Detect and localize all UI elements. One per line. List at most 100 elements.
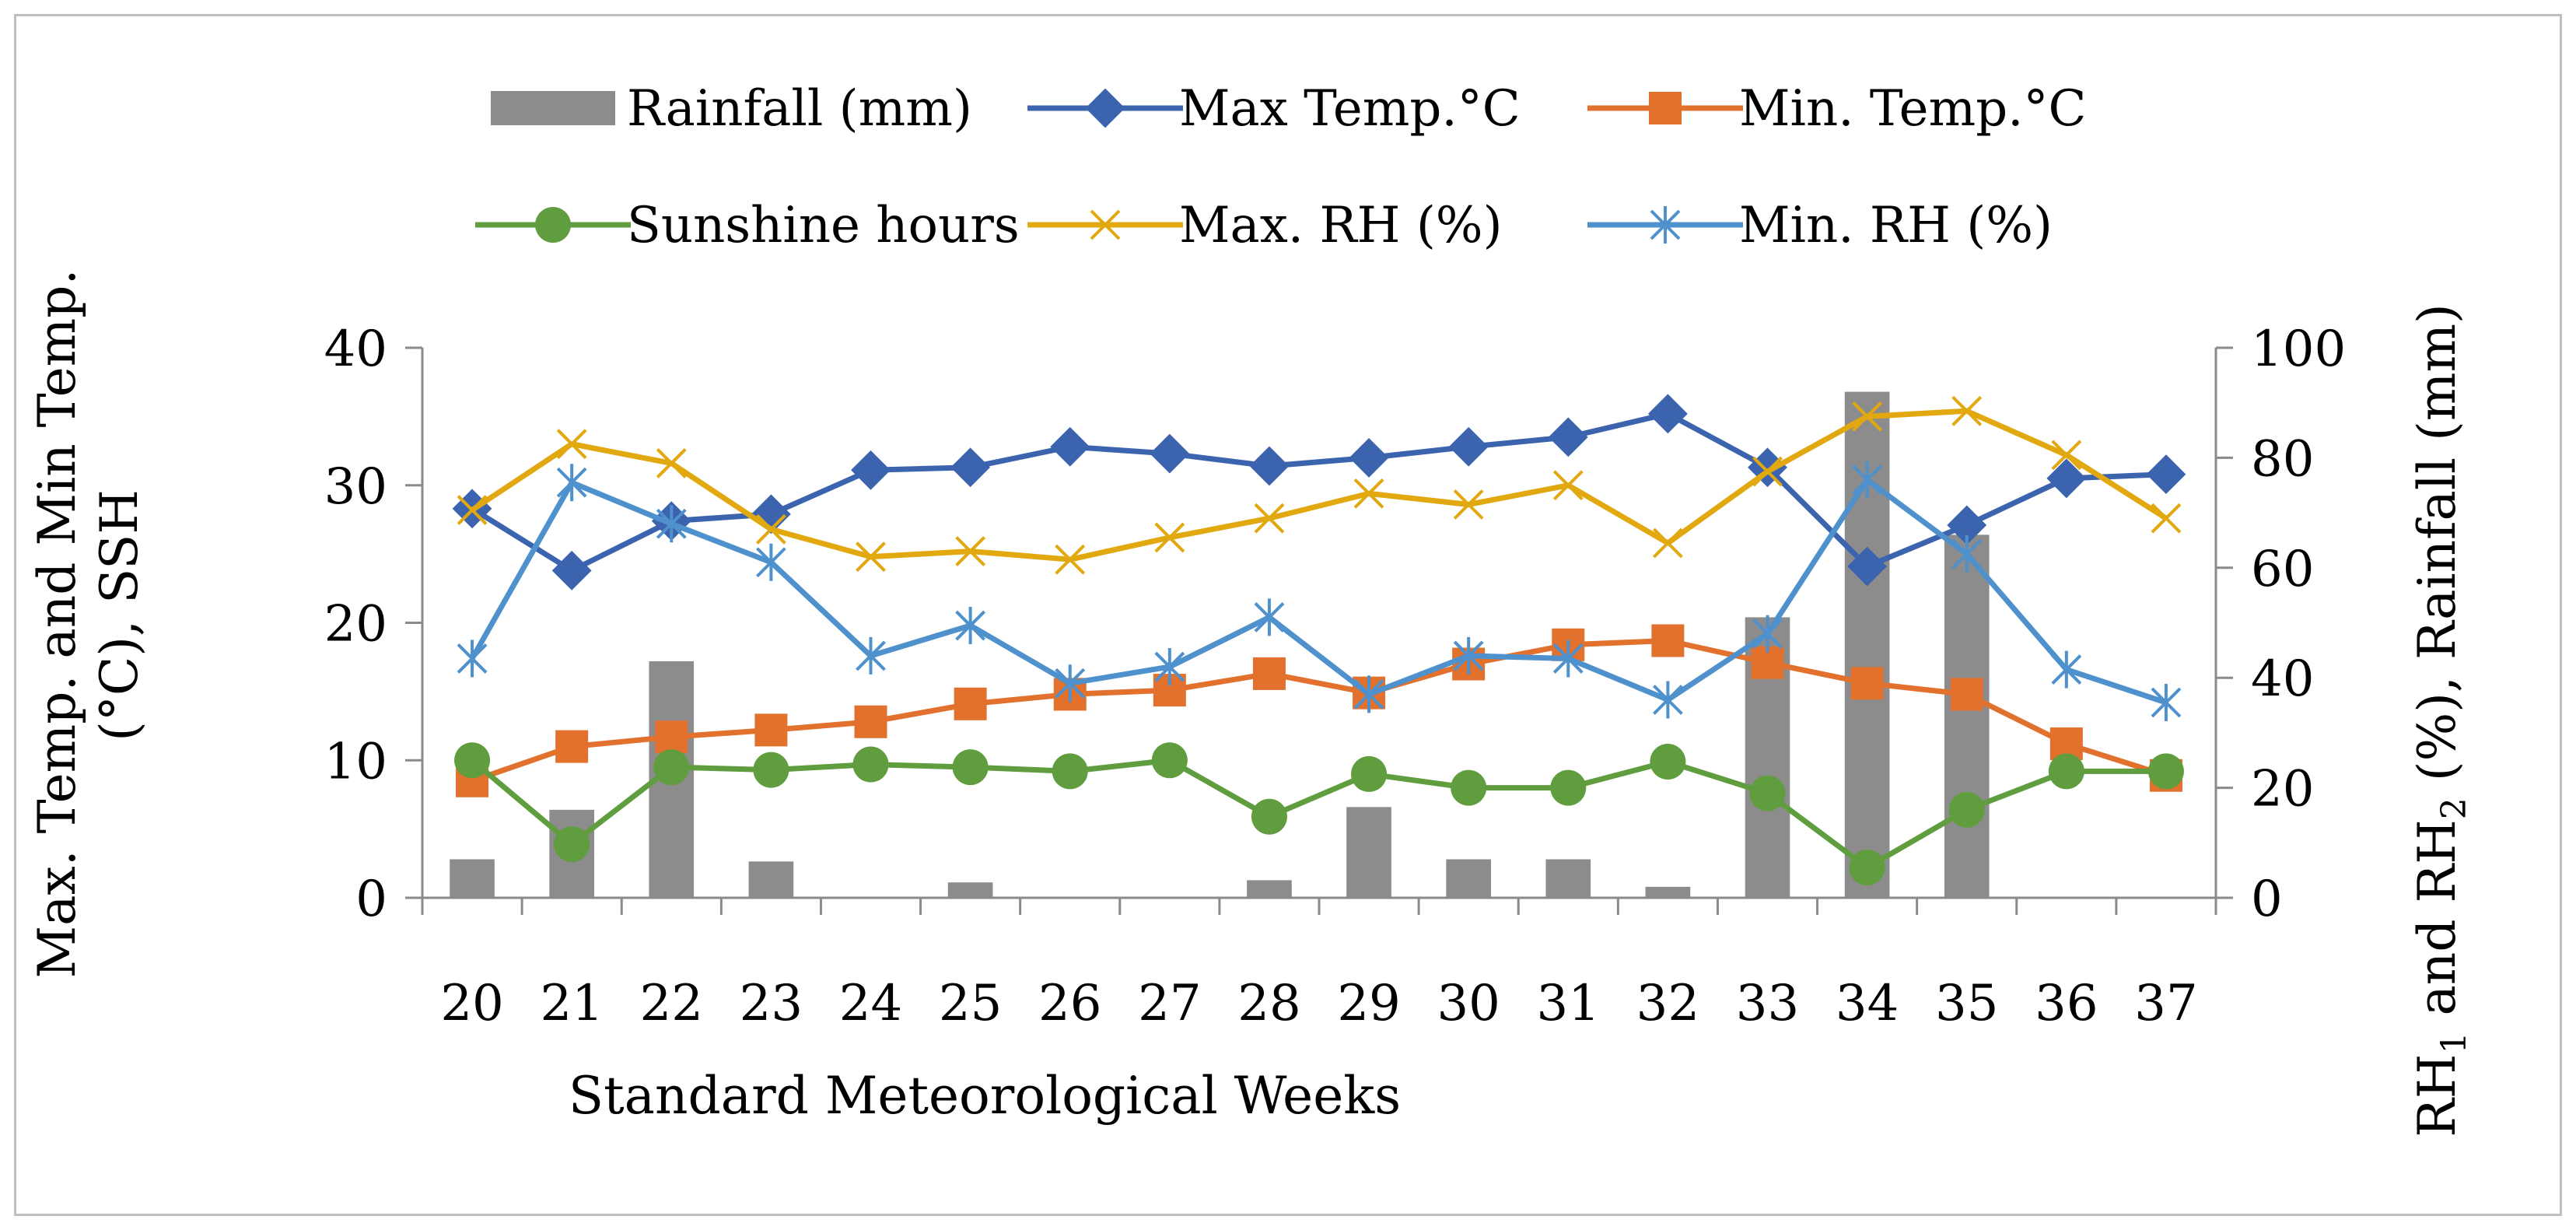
rh-rainfall-label: (%), Rainfall (mm)	[2407, 303, 2467, 797]
left-y-axis-title-line-2: (°C), SSH	[89, 489, 149, 741]
sunshine-hours-point	[2147, 753, 2184, 790]
left-y-tick-label: 30	[324, 458, 387, 516]
legend-marker	[1085, 88, 1125, 128]
sunshine-hours-point	[454, 742, 491, 779]
max-temp-c-point	[2146, 454, 2186, 495]
sunshine-hours-point	[753, 752, 789, 788]
sunshine-hours-point	[1550, 769, 1587, 806]
max-temp-c-point	[1647, 394, 1688, 434]
min-temp-c-point	[754, 713, 788, 747]
min-rh-point	[2151, 684, 2182, 722]
max-rh-point	[755, 513, 786, 545]
max-rh-point	[1154, 522, 1185, 553]
x-tick-label: 31	[1537, 975, 1600, 1032]
min-rh-point	[1852, 461, 1883, 499]
min-rh-point	[955, 607, 986, 645]
legend-item-max-rh: Max. RH (%)	[1027, 197, 1503, 254]
right-y-axis-title: RH1 and RH2 (%), Rainfall (mm)	[2407, 303, 2474, 1137]
sunshine-hours-point	[1251, 798, 1287, 835]
legend-label: Sunshine hours	[627, 197, 1020, 254]
rainfall-mm-bar	[1247, 880, 1292, 898]
min-temp-c-series	[456, 624, 2182, 797]
x-axis-title: Standard Meteorological Weeks	[569, 1066, 1401, 1126]
sunshine-hours-point	[1351, 755, 1388, 792]
legend-label: Max. RH (%)	[1179, 197, 1503, 254]
max-rh-point	[1254, 503, 1285, 534]
legend-swatch	[491, 91, 615, 125]
min-rh-point	[755, 543, 786, 581]
rh-and-label: and RH	[2407, 819, 2467, 1032]
legend-label: Min. Temp.°C	[1739, 80, 2086, 138]
min-rh-point	[1752, 615, 1783, 653]
max-rh-line	[471, 408, 2168, 562]
sunshine-hours-point	[1749, 775, 1786, 811]
left-y-axis-title-line-1: Max. Temp. and Min Temp.	[27, 269, 87, 979]
min-rh-point	[1951, 535, 1983, 573]
rh-subscript-2: 2	[2434, 797, 2474, 819]
x-tick-label: 37	[2134, 975, 2197, 1032]
sunshine-hours-point	[1451, 769, 1487, 806]
min-rh-point	[457, 640, 488, 678]
legend-marker	[1649, 92, 1682, 124]
max-rh-point	[1552, 470, 1584, 501]
x-tick-label: 32	[1636, 975, 1699, 1032]
max-temp-c-point	[950, 447, 991, 488]
min-temp-c-point	[555, 730, 589, 763]
max-rh-point	[955, 536, 986, 567]
legend-label: Rainfall (mm)	[627, 80, 972, 138]
max-temp-c-point	[1548, 417, 1588, 457]
max-temp-c-point	[2046, 458, 2087, 499]
rh-subscript-1: 1	[2434, 1032, 2474, 1054]
legend-marker	[535, 207, 571, 243]
x-tick-label: 34	[1836, 975, 1899, 1032]
rainfall-mm-bar	[1545, 859, 1591, 898]
right-y-tick-label: 40	[2251, 650, 2314, 708]
x-tick-label: 28	[1237, 975, 1300, 1032]
max-rh-point	[1951, 395, 1983, 426]
max-rh-point	[656, 448, 687, 478]
min-temp-c-point	[854, 705, 887, 738]
x-tick-label: 22	[640, 975, 703, 1032]
sunshine-hours-series	[454, 742, 2184, 886]
min-rh-point	[2051, 650, 2082, 689]
max-temp-c-point	[1249, 446, 1290, 486]
min-rh-point	[656, 505, 687, 543]
min-rh-point	[1353, 675, 1384, 713]
right-y-tick-label: 100	[2251, 321, 2346, 378]
right-y-tick-label: 80	[2251, 430, 2314, 488]
x-tick-label: 33	[1736, 975, 1799, 1032]
sunshine-hours-point	[1948, 791, 1985, 828]
left-y-tick-label: 20	[324, 596, 387, 654]
legend-marker	[1650, 206, 1681, 244]
min-rh-point	[1055, 664, 1086, 703]
x-tick-label: 36	[2035, 975, 2098, 1032]
rainfall-mm-bar	[1645, 886, 1691, 898]
min-rh-point	[1154, 648, 1185, 686]
max-rh-point	[856, 541, 886, 573]
left-y-tick-label: 0	[355, 871, 387, 928]
legend-label: Max Temp.°C	[1179, 80, 1521, 138]
chart-frame: 0 10 20 30 40 0 20 40 60 80 100 20 21 22 23 24 25 26 27 28 2…	[14, 14, 2562, 1216]
legend-item-min-temp-c: Min. Temp.°C	[1587, 80, 2086, 138]
rh-label: RH	[2407, 1054, 2467, 1137]
legend-item-max-temp-c: Max Temp.°C	[1027, 80, 1521, 138]
x-tick-label: 20	[440, 975, 503, 1032]
sunshine-hours-point	[952, 749, 989, 786]
right-y-tick-label: 20	[2251, 761, 2314, 818]
min-rh-point	[1652, 681, 1683, 719]
x-tick-label: 29	[1337, 975, 1400, 1032]
min-temp-c-point	[954, 687, 987, 720]
rainfall-mm-bar	[1944, 534, 1990, 898]
max-rh-point	[556, 429, 587, 460]
sunshine-hours-line	[470, 757, 2166, 871]
max-temp-c-point	[551, 550, 592, 590]
sunshine-hours-point	[2048, 753, 2084, 790]
x-tick-label: 21	[540, 975, 603, 1032]
min-rh-series	[457, 461, 2182, 722]
min-temp-c-point	[1950, 678, 1983, 711]
max-temp-c-point	[1448, 426, 1489, 467]
min-rh-point	[1254, 598, 1285, 636]
x-tick-label: 30	[1437, 975, 1500, 1032]
rainfall-mm-bar	[947, 882, 993, 898]
sunshine-hours-point	[1052, 753, 1088, 790]
